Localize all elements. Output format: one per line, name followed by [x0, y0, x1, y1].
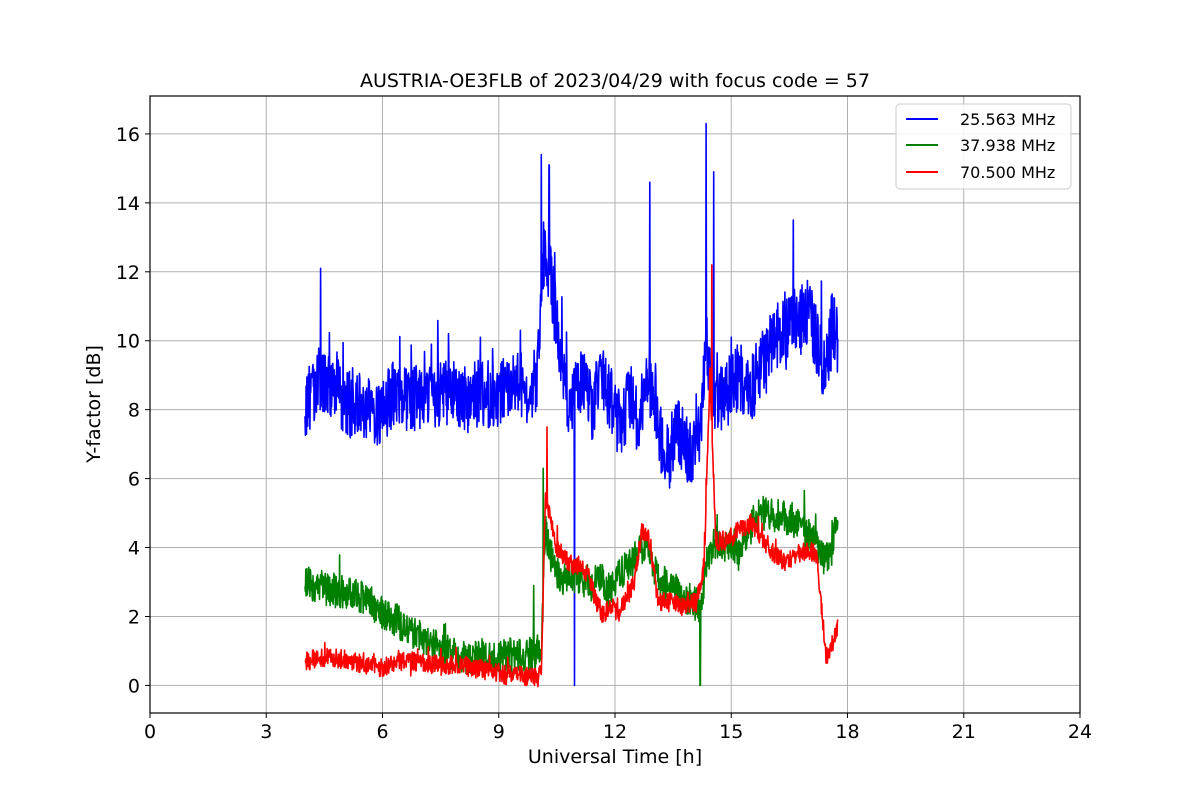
x-tick-label: 15 — [719, 721, 743, 743]
x-tick-label: 21 — [952, 721, 976, 743]
chart-title: AUSTRIA-OE3FLB of 2023/04/29 with focus … — [360, 70, 870, 92]
x-tick-label: 3 — [260, 721, 272, 743]
x-tick-label: 18 — [835, 721, 859, 743]
legend-label-series-2: 37.938 MHz — [960, 136, 1055, 155]
x-axis-label: Universal Time [h] — [528, 746, 702, 768]
legend: 25.563 MHz 37.938 MHz 70.500 MHz — [895, 103, 1072, 190]
y-tick-label: 12 — [116, 262, 140, 284]
y-tick-label: 2 — [128, 606, 140, 628]
y-tick-label: 8 — [128, 400, 140, 422]
y-tick-label: 14 — [116, 193, 140, 215]
y-tick-label: 6 — [128, 469, 140, 491]
series-line-1 — [304, 122, 839, 687]
y-tick-label: 10 — [116, 331, 140, 353]
x-tick-label: 12 — [603, 721, 627, 743]
legend-label-series-1: 25.563 MHz — [960, 110, 1055, 129]
series-lines — [304, 122, 839, 688]
x-tick-label: 9 — [493, 721, 505, 743]
legend-label-series-3: 70.500 MHz — [960, 163, 1055, 182]
y-tick-label: 0 — [128, 675, 140, 697]
legend-box — [895, 103, 1072, 190]
x-tick-label: 6 — [376, 721, 388, 743]
x-tick-label: 24 — [1068, 721, 1092, 743]
series-line-3 — [304, 264, 839, 688]
y-axis-label: Y-factor [dB] — [83, 345, 105, 464]
y-tick-label: 16 — [116, 124, 140, 146]
x-tick-label: 0 — [144, 721, 156, 743]
y-tick-label: 4 — [128, 538, 140, 560]
